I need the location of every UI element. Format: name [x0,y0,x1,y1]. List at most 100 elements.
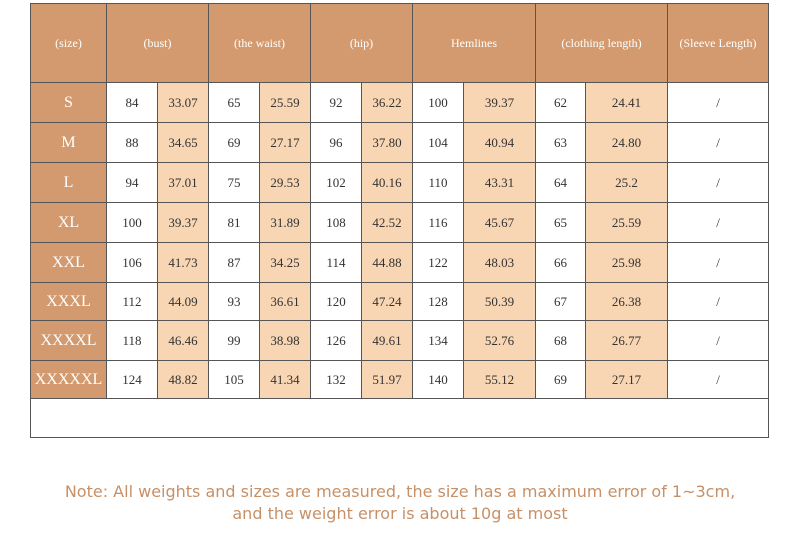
header-cell: (the waist) [208,3,311,83]
value-cell: 69 [535,360,586,399]
value-cell: 25.98 [585,242,668,283]
value-cell: 41.73 [157,242,209,283]
value-cell: 25.59 [585,202,668,243]
value-cell: / [667,122,769,163]
size-cell: XL [30,202,107,243]
value-cell: 43.31 [463,162,536,203]
value-cell: 46.46 [157,320,209,361]
value-cell: 51.97 [361,360,413,399]
value-cell: 26.77 [585,320,668,361]
value-cell: 122 [412,242,464,283]
value-cell: 62 [535,82,586,123]
header-cell: (hip) [310,3,413,83]
value-cell: 68 [535,320,586,361]
value-cell: / [667,360,769,399]
value-cell: 108 [310,202,362,243]
value-cell: 34.25 [259,242,311,283]
value-cell: 24.80 [585,122,668,163]
value-cell: 88 [106,122,158,163]
value-cell: 47.24 [361,282,413,321]
value-cell: 75 [208,162,260,203]
header-cell: (Sleeve Length) [667,3,769,83]
value-cell: 29.53 [259,162,311,203]
value-cell: 120 [310,282,362,321]
value-cell: 27.17 [585,360,668,399]
value-cell: 64 [535,162,586,203]
header-cell: (size) [30,3,107,83]
size-cell: XXL [30,242,107,283]
value-cell: 34.65 [157,122,209,163]
value-cell: 45.67 [463,202,536,243]
value-cell: / [667,162,769,203]
value-cell: 84 [106,82,158,123]
value-cell: 48.03 [463,242,536,283]
value-cell: 38.98 [259,320,311,361]
value-cell: 66 [535,242,586,283]
note-line: and the weight error is about 10g at mos… [232,504,568,523]
value-cell: 36.61 [259,282,311,321]
value-cell: 92 [310,82,362,123]
value-cell: 67 [535,282,586,321]
value-cell: 69 [208,122,260,163]
value-cell: 96 [310,122,362,163]
value-cell: 112 [106,282,158,321]
header-cell: Hemlines [412,3,536,83]
size-cell: S [30,82,107,123]
size-cell: XXXXXL [30,360,107,399]
value-cell: 105 [208,360,260,399]
value-cell: 104 [412,122,464,163]
value-cell: 50.39 [463,282,536,321]
value-cell: 27.17 [259,122,311,163]
value-cell: 31.89 [259,202,311,243]
value-cell: 44.88 [361,242,413,283]
value-cell: 48.82 [157,360,209,399]
value-cell: 40.94 [463,122,536,163]
value-cell: / [667,282,769,321]
value-cell: 39.37 [157,202,209,243]
value-cell: 41.34 [259,360,311,399]
value-cell: 65 [208,82,260,123]
value-cell: 126 [310,320,362,361]
size-cell: M [30,122,107,163]
value-cell: 87 [208,242,260,283]
value-cell: 128 [412,282,464,321]
value-cell: 37.80 [361,122,413,163]
value-cell: 110 [412,162,464,203]
value-cell: 99 [208,320,260,361]
value-cell: 40.16 [361,162,413,203]
value-cell: 106 [106,242,158,283]
value-cell: 124 [106,360,158,399]
value-cell: 81 [208,202,260,243]
value-cell: 116 [412,202,464,243]
value-cell: 44.09 [157,282,209,321]
empty-row [30,398,769,438]
value-cell: 100 [106,202,158,243]
value-cell: 118 [106,320,158,361]
value-cell: 25.2 [585,162,668,203]
value-cell: / [667,242,769,283]
value-cell: 37.01 [157,162,209,203]
value-cell: 24.41 [585,82,668,123]
value-cell: 42.52 [361,202,413,243]
size-cell: L [30,162,107,203]
size-cell: XXXXL [30,320,107,361]
value-cell: 65 [535,202,586,243]
value-cell: / [667,202,769,243]
value-cell: 94 [106,162,158,203]
value-cell: 102 [310,162,362,203]
value-cell: 49.61 [361,320,413,361]
value-cell: 132 [310,360,362,399]
value-cell: 52.76 [463,320,536,361]
value-cell: 114 [310,242,362,283]
value-cell: 134 [412,320,464,361]
header-cell: (clothing length) [535,3,668,83]
note-line: Note: All weights and sizes are measured… [64,482,736,501]
size-cell: XXXL [30,282,107,321]
value-cell: 33.07 [157,82,209,123]
value-cell: 55.12 [463,360,536,399]
value-cell: 25.59 [259,82,311,123]
value-cell: 39.37 [463,82,536,123]
header-cell: (bust) [106,3,209,83]
value-cell: 100 [412,82,464,123]
